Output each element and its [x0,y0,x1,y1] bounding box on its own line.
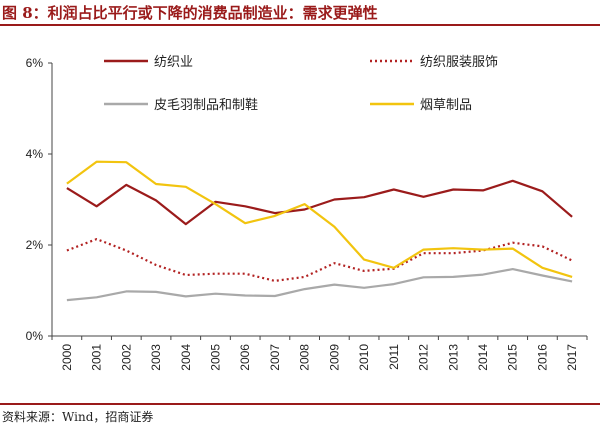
x-tick-label: 2013 [446,344,460,371]
x-tick-label: 2008 [298,344,312,371]
y-tick-label: 0% [26,329,44,343]
line-chart: 0% 2% 4% 6% 2000 2001 2002 2003 2004 2005 2006 2007… [26,55,588,371]
source-bar: 资料来源：Wind，招商证券 [0,403,600,427]
y-tick-label: 2% [26,238,44,252]
x-tick-label: 2003 [149,344,163,371]
series-line-0 [66,179,573,226]
x-tick-label: 2004 [179,344,193,371]
chart-series [66,160,573,302]
x-tick-label: 2011 [387,344,401,370]
x-tick-label: 2010 [357,344,371,371]
series-line-1 [66,238,573,282]
x-tick-label: 2000 [60,344,74,371]
x-tick-label: 2017 [565,344,579,371]
x-tick-label: 2005 [208,344,222,371]
series-line-3 [66,160,573,278]
x-tick-label: 2009 [327,344,341,371]
figure-title-bar: 图 8：利润占比平行或下降的消费品制造业：需求更弹性 [0,0,600,26]
source-note: 资料来源：Wind，招商证券 [2,410,154,424]
series-line-2 [66,268,573,302]
legend-label-0: 纺织业 [154,55,193,70]
chart-axes: 0% 2% 4% 6% 2000 2001 2002 2003 2004 2005 2006 2007… [26,56,588,371]
x-tick-label: 2014 [476,344,490,371]
x-tick-label: 2001 [90,344,104,371]
x-tick-label: 2016 [535,344,549,371]
legend-label-2: 皮毛羽制品和制鞋 [154,97,258,113]
x-tick-label: 2002 [119,344,133,371]
figure-title: 图 8：利润占比平行或下降的消费品制造业：需求更弹性 [2,4,378,22]
x-tick-label: 2012 [417,344,431,371]
x-tick-label: 2015 [506,344,520,371]
legend-label-1: 纺织服装服饰 [420,55,498,70]
legend-label-3: 烟草制品 [420,98,472,113]
x-tick-label: 2007 [268,344,282,371]
y-tick-label: 6% [26,56,44,70]
x-tick-label: 2006 [238,344,252,371]
y-tick-label: 4% [26,147,44,161]
